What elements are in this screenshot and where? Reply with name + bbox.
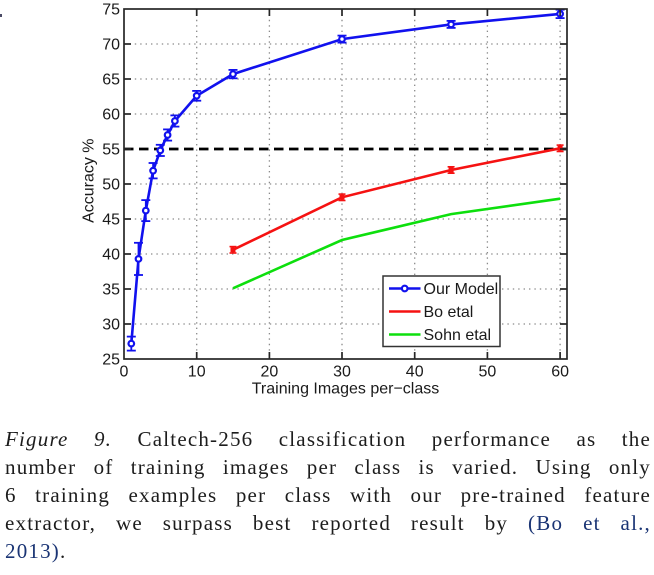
svg-text:65: 65 — [102, 72, 120, 89]
svg-text:60: 60 — [551, 364, 569, 381]
svg-text:40: 40 — [102, 247, 120, 264]
svg-text:0: 0 — [120, 364, 129, 381]
svg-text:35: 35 — [102, 282, 120, 299]
svg-text:70: 70 — [102, 37, 120, 54]
svg-text:60: 60 — [102, 107, 120, 124]
svg-text:30: 30 — [333, 364, 351, 381]
svg-text:20: 20 — [261, 364, 279, 381]
svg-text:40: 40 — [406, 364, 424, 381]
svg-text:Our Model: Our Model — [424, 281, 499, 298]
svg-text:10: 10 — [188, 364, 206, 381]
svg-text:45: 45 — [102, 212, 120, 229]
svg-text:75: 75 — [102, 2, 120, 19]
svg-text:30: 30 — [102, 317, 120, 334]
svg-text:Accuracy %: Accuracy % — [81, 138, 98, 222]
svg-text:50: 50 — [102, 177, 120, 194]
svg-text:Training Images per−class: Training Images per−class — [252, 381, 440, 398]
svg-text:50: 50 — [479, 364, 497, 381]
svg-text:Bo etal: Bo etal — [424, 304, 474, 321]
svg-text:55: 55 — [102, 142, 120, 159]
svg-text:25: 25 — [102, 352, 120, 369]
svg-text:Sohn etal: Sohn etal — [424, 327, 492, 344]
